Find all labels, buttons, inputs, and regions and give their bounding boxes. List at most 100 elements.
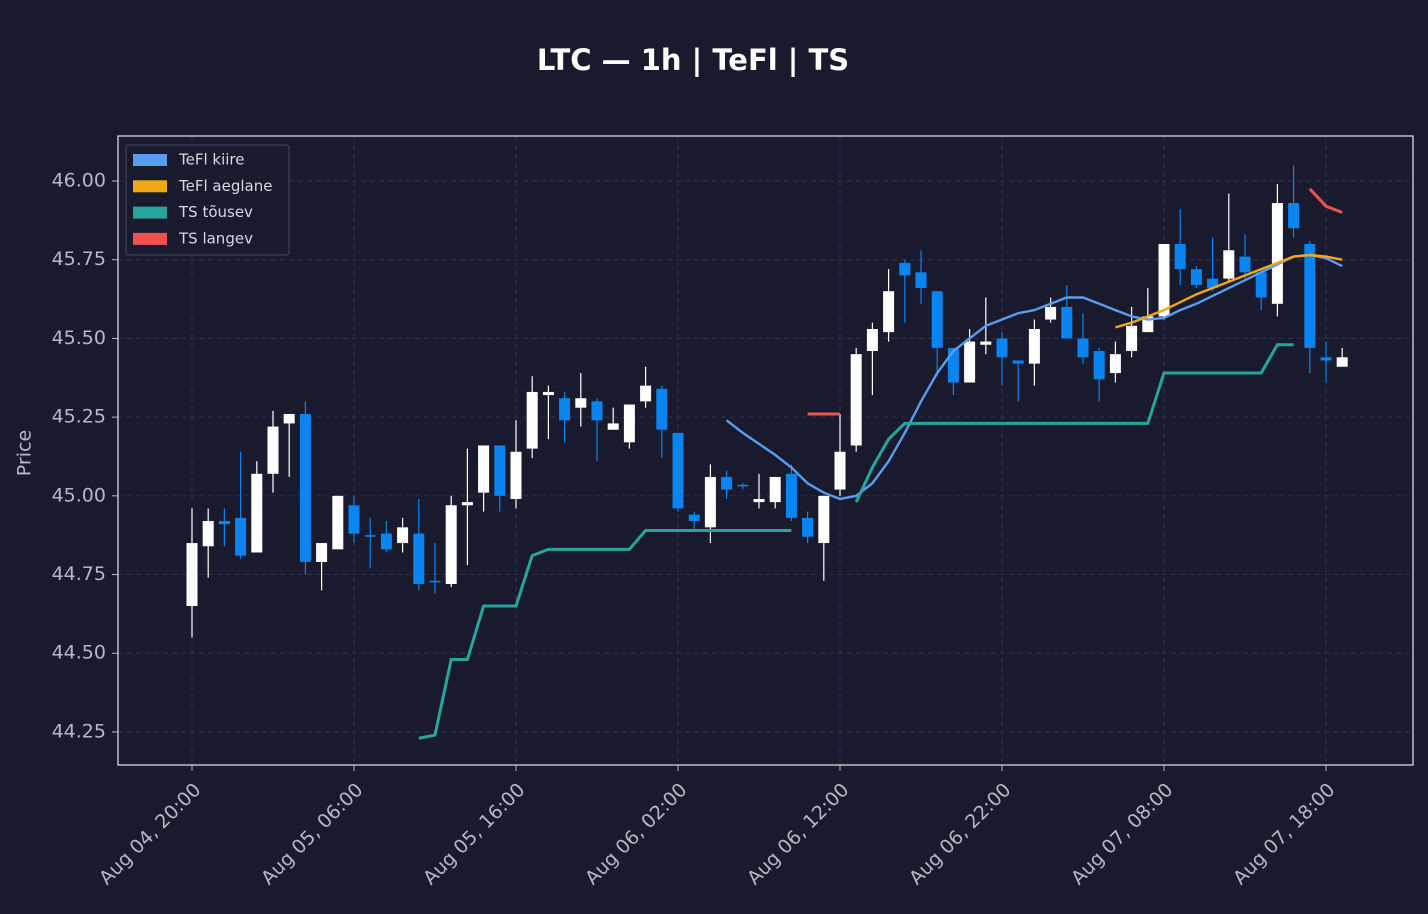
candle-body: [1045, 306, 1057, 320]
legend-box: [125, 144, 290, 256]
candle-body: [267, 426, 279, 474]
series-line: [725, 253, 1343, 501]
candle-body: [834, 451, 846, 490]
candle-body: [413, 533, 425, 584]
legend-label: TeFl aeglane: [178, 177, 272, 195]
candle-body: [316, 543, 328, 562]
candle-body: [1061, 306, 1073, 339]
candle-body: [1320, 357, 1332, 361]
y-axis-label: Price: [14, 430, 36, 476]
candle-body: [332, 495, 344, 550]
series-line: [854, 343, 1294, 503]
candle-body: [186, 543, 198, 607]
candle-body: [931, 291, 943, 348]
candle-body: [559, 398, 571, 421]
candle-body: [802, 517, 814, 537]
candle-body: [915, 272, 927, 289]
candle-body: [850, 354, 862, 446]
candle-body: [688, 514, 700, 522]
y-tick-label: 45.25: [52, 406, 106, 428]
legend-swatch: [133, 232, 167, 245]
candle-body: [364, 535, 376, 537]
y-tick-label: 44.25: [52, 720, 106, 742]
legend-swatch: [133, 154, 167, 166]
y-tick-label: 44.75: [52, 563, 106, 585]
candle-body: [397, 527, 409, 544]
candle-body: [883, 291, 895, 333]
y-tick-label: 45.75: [52, 248, 106, 270]
candle-body: [737, 484, 749, 487]
legend-swatch: [133, 180, 167, 193]
candle-body: [866, 328, 878, 352]
candle-body: [1012, 360, 1024, 364]
series-line: [418, 528, 792, 740]
candle-body: [542, 391, 554, 396]
candle-body: [348, 505, 360, 534]
series-line: [1308, 187, 1343, 214]
candle-body: [1142, 316, 1154, 333]
candle-body: [478, 445, 490, 493]
candle-body: [218, 521, 230, 525]
candle-body: [1077, 338, 1089, 358]
candle-body: [899, 262, 911, 276]
candle-body: [445, 505, 457, 584]
candle-body: [947, 347, 959, 383]
legend-label: TS langev: [178, 229, 253, 247]
candle-body: [202, 521, 214, 547]
candle-body: [721, 476, 733, 490]
y-tick-label: 45.00: [52, 484, 106, 506]
candle-body: [980, 341, 992, 345]
candle-body: [1207, 278, 1219, 289]
series-line: [1115, 253, 1343, 329]
candle-body: [1174, 243, 1186, 270]
candle-body: [1336, 357, 1348, 367]
candle-body: [1239, 256, 1251, 273]
candle-body: [380, 533, 392, 550]
legend-swatch: [133, 206, 167, 219]
candle-body: [1028, 328, 1040, 364]
candle-body: [607, 423, 619, 430]
candle-body: [672, 432, 684, 509]
candle-body: [1255, 272, 1267, 298]
y-tick-label: 45.50: [52, 327, 106, 349]
legend: TeFl kiire TeFl aeglane TS tõusev TS langev: [125, 144, 290, 256]
candle-body: [1304, 243, 1316, 348]
candle-body: [640, 385, 652, 402]
y-tick-label: 46.00: [52, 170, 106, 192]
chart-title: LTC — 1h | TeFl | TS: [537, 43, 849, 77]
candle-body: [1223, 250, 1235, 279]
legend-label: TS tõusev: [178, 203, 253, 221]
plot-frame: [117, 135, 1414, 766]
candle-body: [251, 473, 263, 553]
candle-body: [656, 388, 668, 430]
legend-label: TeFl kiire: [178, 151, 245, 169]
candle-body: [785, 473, 797, 518]
candle-body: [1109, 354, 1121, 374]
candle-body: [591, 401, 603, 421]
candle-body: [1126, 325, 1138, 352]
candle-body: [283, 413, 295, 424]
candle-body: [623, 404, 635, 443]
y-tick-label: 44.50: [52, 642, 106, 664]
candle-body: [526, 391, 538, 449]
candle-body: [1288, 203, 1300, 229]
candle-body: [510, 451, 522, 499]
candle-body: [1158, 243, 1170, 317]
candle-body: [753, 498, 765, 503]
candle-body: [429, 580, 441, 583]
candle-body: [964, 341, 976, 383]
candle-body: [494, 445, 506, 496]
candle-body: [1271, 203, 1283, 304]
candle-body: [996, 338, 1008, 358]
candle-body: [1093, 351, 1105, 380]
candle-body: [1190, 269, 1202, 285]
candle-body: [575, 398, 587, 408]
candle-body: [299, 413, 311, 562]
candle-body: [461, 502, 473, 506]
candle-body: [818, 495, 830, 544]
candle-body: [769, 476, 781, 503]
candle-body: [235, 517, 247, 556]
candle-body: [704, 476, 716, 528]
